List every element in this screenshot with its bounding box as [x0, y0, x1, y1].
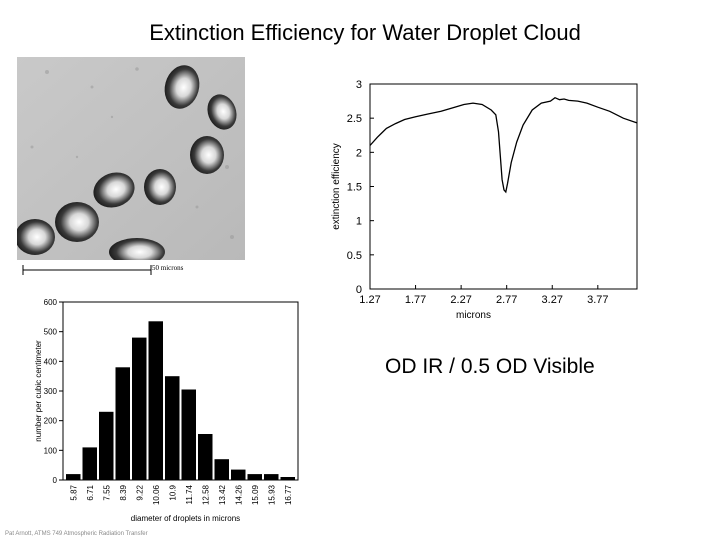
x-tick-label: 1.77 — [405, 294, 426, 306]
histogram-bar — [115, 367, 130, 480]
histogram-bar — [214, 459, 229, 480]
droplet-size-histogram: 0 100 200 300 400 500 600 5.87 6.71 7.55 8.39 9.22 1… — [34, 298, 299, 523]
histogram-bar — [247, 474, 262, 480]
histogram-bar — [280, 477, 295, 480]
scale-bar — [22, 265, 152, 275]
histogram-bar — [66, 474, 81, 480]
footer-credit: Pat Arnott, ATMS 749 Atmospheric Radiati… — [5, 531, 148, 537]
y-tick-label: 200 — [44, 417, 58, 426]
slide-title: Extinction Efficiency for Water Droplet … — [149, 20, 581, 45]
x-tick-label: 9.22 — [135, 484, 144, 500]
x-tick-label: 6.71 — [86, 484, 95, 500]
extinction-efficiency-chart: 0 0.5 1 1.5 2 2.5 3 1.27 1.77 2.27 2.77 3.27 3.77 mic… — [331, 79, 638, 321]
x-tick-label: 10.06 — [152, 484, 161, 505]
series-line — [369, 96, 638, 194]
histogram-bar — [82, 447, 97, 480]
x-tick-label: 2.27 — [450, 294, 471, 306]
histogram-bar — [231, 469, 246, 480]
x-tick-label: 3.27 — [542, 294, 563, 306]
x-tick-label: 15.09 — [251, 484, 260, 505]
y-tick-label: 300 — [44, 387, 58, 396]
od-ratio-label: OD IR / 0.5 OD Visible — [385, 355, 595, 378]
y-tick-label: 0 — [53, 476, 58, 485]
x-tick-label: 7.55 — [102, 484, 111, 500]
y-tick-label: 0 — [356, 284, 362, 296]
x-tick-label: 3.77 — [587, 294, 608, 306]
x-tick-label: 14.26 — [234, 484, 243, 505]
x-tick-label: 2.77 — [496, 294, 517, 306]
droplet-microscope-photo — [17, 57, 245, 260]
histogram-bar — [148, 321, 163, 480]
y-tick-label: 2 — [356, 147, 362, 159]
x-tick-label: 8.39 — [119, 484, 128, 500]
y-tick-label: 100 — [44, 446, 58, 455]
y-tick-label: 2.5 — [347, 113, 362, 125]
y-tick-label: 1.5 — [347, 182, 362, 194]
y-axis-label: extinction efficiency — [331, 143, 342, 230]
x-axis-label: diameter of droplets in microns — [131, 514, 240, 523]
y-axis-label: number per cubic centimeter — [34, 340, 43, 442]
histogram-bar — [165, 376, 180, 480]
x-tick-label: 5.87 — [69, 484, 78, 500]
scale-label: 50 microns — [152, 264, 184, 272]
x-tick-label: 16.77 — [284, 484, 293, 505]
histogram-bar — [264, 474, 279, 480]
y-tick-label: 0.5 — [347, 250, 362, 262]
y-tick-label: 3 — [356, 79, 362, 91]
histogram-bar — [198, 434, 213, 480]
histogram-bar — [181, 389, 196, 480]
x-tick-label: 11.74 — [185, 484, 194, 504]
histogram-bar — [99, 411, 114, 480]
histogram-bar — [132, 337, 147, 480]
x-tick-label: 10.9 — [168, 484, 177, 500]
y-tick-label: 1 — [356, 216, 362, 228]
x-tick-label: 12.58 — [201, 484, 210, 505]
x-tick-label: 13.42 — [218, 484, 227, 505]
x-tick-label: 1.27 — [359, 294, 380, 306]
plot-frame — [62, 301, 299, 481]
x-axis-label: microns — [456, 310, 491, 321]
y-tick-label: 500 — [44, 328, 58, 337]
x-tick-label: 15.93 — [267, 484, 276, 505]
y-tick-label: 400 — [44, 357, 58, 366]
y-tick-label: 600 — [44, 298, 58, 307]
